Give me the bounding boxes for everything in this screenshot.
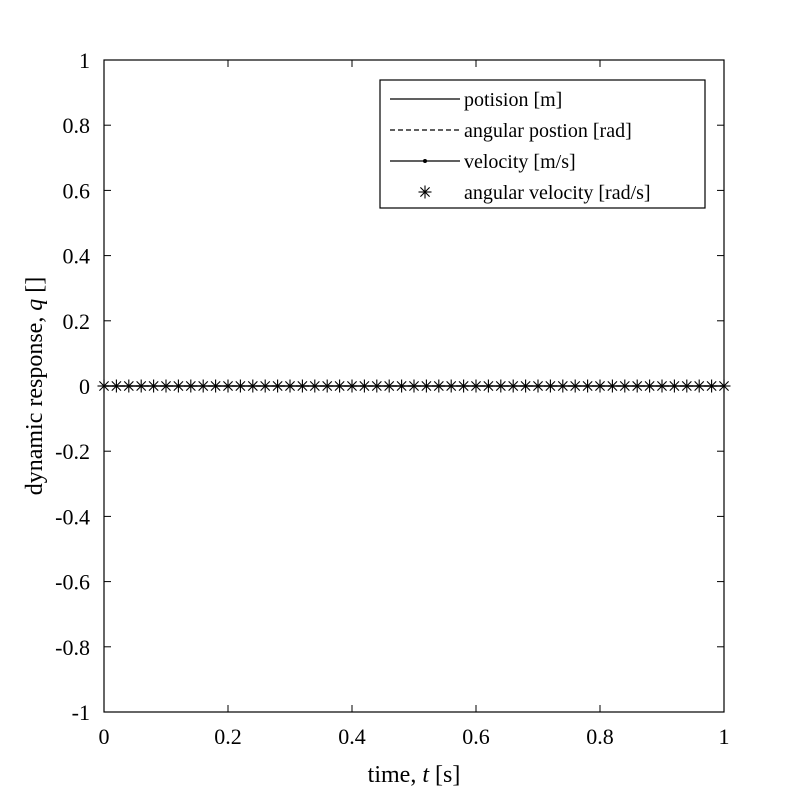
data-point-asterisk <box>556 379 570 393</box>
x-tick-label: 0 <box>99 724 110 749</box>
x-tick-label: 0.6 <box>462 724 490 749</box>
legend-item: potision [m] <box>390 89 562 111</box>
data-point-asterisk <box>308 379 322 393</box>
data-point-asterisk <box>221 379 235 393</box>
data-point-asterisk <box>605 379 619 393</box>
data-point-asterisk <box>382 379 396 393</box>
legend-label: velocity [m/s] <box>464 151 576 173</box>
data-point-asterisk <box>593 379 607 393</box>
x-tick-label: 1 <box>719 724 730 749</box>
data-point-asterisk <box>333 379 347 393</box>
x-tick-label: 0.8 <box>586 724 614 749</box>
y-tick-label: 0 <box>79 374 90 399</box>
x-axis-label-text: time, <box>368 762 423 788</box>
y-axis-label: dynamic response, q [] <box>22 277 48 496</box>
data-point-asterisk <box>519 379 533 393</box>
data-point-asterisk <box>692 379 706 393</box>
legend-items: potision [m] angular postion [rad] velocit… <box>390 89 651 204</box>
y-tick-label: -1 <box>72 700 90 725</box>
data-point-asterisk <box>320 379 334 393</box>
y-tick-label: 0.6 <box>63 178 91 203</box>
data-point-asterisk <box>432 379 446 393</box>
data-point-asterisk <box>283 379 297 393</box>
data-point-asterisk <box>357 379 371 393</box>
y-tick-label: -0.2 <box>55 439 90 464</box>
x-axis-label-variable: t <box>422 762 430 788</box>
data-point-asterisk <box>184 379 198 393</box>
x-axis-label: time, t [s] <box>368 762 461 788</box>
plot-area-frame <box>103 59 725 713</box>
y-tick-label: -0.4 <box>55 504 90 529</box>
y-tick-label: -0.6 <box>55 570 90 595</box>
data-point-asterisk <box>419 379 433 393</box>
legend-box <box>379 79 706 209</box>
data-point-asterisk <box>680 379 694 393</box>
data-point-asterisk <box>531 379 545 393</box>
data-point-asterisk <box>494 379 508 393</box>
y-axis-label-unit: [] <box>22 277 48 299</box>
data-point-asterisk <box>481 379 495 393</box>
legend-item: velocity [m/s] <box>390 151 576 173</box>
x-axis-label-unit: [s] <box>429 762 460 788</box>
x-tick-label: 0.4 <box>338 724 366 749</box>
legend-label: potision [m] <box>464 89 562 111</box>
data-point-asterisk <box>370 379 384 393</box>
data-point-asterisk <box>122 379 136 393</box>
data-point-asterisk <box>109 379 123 393</box>
data-point-asterisk <box>233 379 247 393</box>
legend-label: angular postion [rad] <box>464 120 632 142</box>
legend-item: angular velocity [rad/s] <box>418 182 651 204</box>
data-point-asterisk <box>395 379 409 393</box>
data-point-asterisk <box>630 379 644 393</box>
data-point-asterisk <box>506 379 520 393</box>
data-point-asterisk <box>271 379 285 393</box>
data-point-asterisk <box>159 379 173 393</box>
series-layer <box>97 379 731 393</box>
legend-label: angular velocity [rad/s] <box>464 182 651 204</box>
data-point-asterisk <box>444 379 458 393</box>
series-4 <box>97 379 731 393</box>
ticks-layer: 0 0.2 0.4 0.6 0.8 1 -1 -0.8 -0.6 -0.4 -0.2 0 0.2 0.4 0… <box>55 48 729 749</box>
data-point-asterisk <box>667 379 681 393</box>
data-point-asterisk <box>246 379 260 393</box>
data-point-asterisk <box>295 379 309 393</box>
data-point-asterisk <box>209 379 223 393</box>
data-point-asterisk <box>457 379 471 393</box>
y-tick-label: 0.4 <box>63 244 91 269</box>
data-point-asterisk <box>469 379 483 393</box>
data-point-asterisk <box>345 379 359 393</box>
y-tick-label: 0.8 <box>63 113 91 138</box>
y-tick-label: -0.8 <box>55 635 90 660</box>
y-axis-label-variable: q <box>22 299 48 311</box>
y-tick-label: 0.2 <box>63 309 91 334</box>
data-point-asterisk <box>134 379 148 393</box>
legend-item: angular postion [rad] <box>390 120 632 142</box>
legend: potision [m] angular postion [rad] velocit… <box>379 79 706 209</box>
x-tick-label: 0.2 <box>214 724 242 749</box>
legend-asterisk-marker <box>418 185 432 199</box>
data-point-asterisk <box>568 379 582 393</box>
data-point-asterisk <box>543 379 557 393</box>
y-tick-label: 1 <box>79 48 90 73</box>
y-axis-label-text: dynamic response, <box>22 311 48 496</box>
legend-dot-marker <box>423 159 427 163</box>
data-point-asterisk <box>196 379 210 393</box>
data-point-asterisk <box>258 379 272 393</box>
data-point-asterisk <box>655 379 669 393</box>
data-point-asterisk <box>618 379 632 393</box>
data-point-asterisk <box>705 379 719 393</box>
data-point-asterisk <box>643 379 657 393</box>
data-point-asterisk <box>581 379 595 393</box>
data-point-asterisk <box>147 379 161 393</box>
data-point-asterisk <box>407 379 421 393</box>
data-point-asterisk <box>171 379 185 393</box>
